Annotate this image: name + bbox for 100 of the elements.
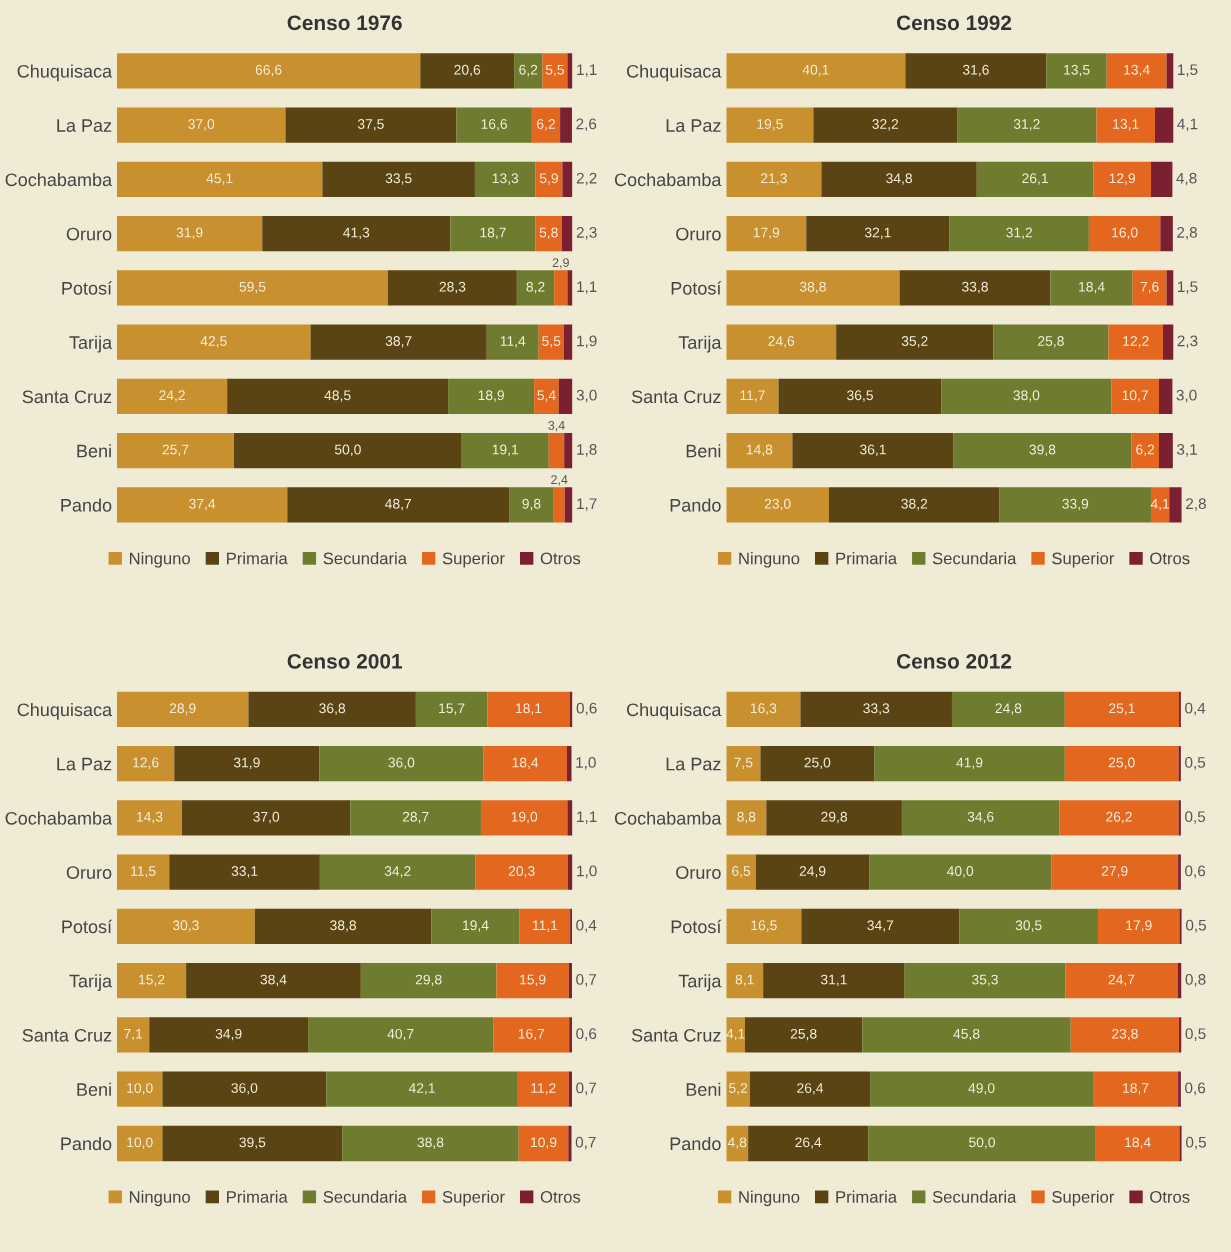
legend-label: Ninguno bbox=[129, 552, 190, 568]
bar bbox=[1093, 1071, 1179, 1107]
bar bbox=[516, 270, 555, 306]
y-tick-label: Santa Cruz bbox=[631, 390, 721, 404]
data-label: 28,3 bbox=[439, 281, 466, 294]
data-label: 0,7 bbox=[576, 974, 597, 987]
data-label: 33,8 bbox=[962, 281, 988, 294]
bar bbox=[1132, 270, 1167, 306]
data-label: 23,0 bbox=[764, 498, 791, 511]
data-label: 18,4 bbox=[1079, 281, 1105, 294]
legend-label: Primaria bbox=[836, 552, 898, 565]
bar bbox=[1046, 53, 1107, 89]
bar bbox=[957, 107, 1097, 143]
bar bbox=[1163, 324, 1174, 360]
data-label: 28,7 bbox=[402, 811, 429, 824]
bar bbox=[517, 1071, 569, 1107]
bar bbox=[874, 746, 1065, 782]
data-label: 1,5 bbox=[1178, 281, 1198, 294]
bar bbox=[1106, 53, 1167, 89]
bar bbox=[553, 487, 565, 523]
bar bbox=[319, 746, 484, 782]
legend-label: Secundaria bbox=[323, 1190, 408, 1203]
bar bbox=[450, 216, 536, 252]
bar bbox=[554, 270, 568, 306]
data-label: 26,2 bbox=[1106, 811, 1132, 824]
data-label: 32,2 bbox=[872, 119, 899, 131]
bar bbox=[763, 963, 905, 999]
data-label: 48,5 bbox=[324, 390, 351, 402]
data-label: 5,9 bbox=[539, 173, 558, 185]
data-label: 19,5 bbox=[757, 119, 783, 131]
data-label: 17,9 bbox=[1126, 920, 1152, 932]
data-label: 6,2 bbox=[1136, 444, 1155, 457]
data-label: 38,0 bbox=[1013, 390, 1040, 402]
bar bbox=[1088, 216, 1161, 252]
y-tick-label: Pando bbox=[61, 498, 112, 512]
bar bbox=[567, 800, 573, 836]
legend-label: Superior bbox=[1052, 552, 1115, 568]
y-tick-label: Beni bbox=[77, 444, 111, 458]
data-label: 36,0 bbox=[388, 757, 415, 770]
data-label: 26,4 bbox=[797, 1083, 824, 1095]
legend-label: Ninguno bbox=[739, 552, 800, 568]
bar bbox=[748, 1125, 869, 1162]
bar bbox=[901, 800, 1060, 836]
data-label: 38,8 bbox=[330, 920, 356, 932]
bar bbox=[487, 691, 570, 728]
data-label: 21,3 bbox=[761, 173, 787, 185]
bar bbox=[248, 691, 416, 728]
bar bbox=[174, 746, 320, 782]
data-label: 36,0 bbox=[231, 1083, 258, 1095]
data-label: 48,7 bbox=[385, 498, 412, 511]
bar bbox=[1095, 1125, 1180, 1162]
y-tick-label: Tarija bbox=[69, 974, 113, 992]
data-label: 1,0 bbox=[577, 865, 597, 879]
data-label: 23,8 bbox=[1112, 1028, 1138, 1041]
bar bbox=[1178, 854, 1181, 890]
bar bbox=[821, 161, 977, 198]
data-label: 42,5 bbox=[200, 336, 227, 348]
bar bbox=[1179, 1017, 1182, 1053]
bar bbox=[227, 378, 449, 415]
bar bbox=[726, 800, 767, 836]
data-label: 0,6 bbox=[1185, 1082, 1206, 1096]
data-label: 4,8 bbox=[1176, 172, 1197, 186]
data-label: 3,4 bbox=[548, 420, 565, 432]
data-label: 42,1 bbox=[408, 1083, 435, 1095]
data-label: 40,0 bbox=[946, 866, 974, 878]
y-tick-label: Cochabamba bbox=[5, 811, 113, 825]
data-label: 25,8 bbox=[1038, 336, 1064, 348]
bar bbox=[1131, 433, 1159, 469]
bar bbox=[461, 433, 549, 469]
data-label: 0,8 bbox=[1185, 974, 1206, 987]
bar bbox=[116, 800, 183, 836]
data-label: 18,7 bbox=[480, 227, 506, 240]
data-label: 59,5 bbox=[239, 281, 266, 294]
bar bbox=[116, 216, 263, 252]
y-tick-label: Beni bbox=[686, 1082, 721, 1096]
legend-label: Primaria bbox=[836, 1190, 898, 1203]
bar bbox=[542, 53, 568, 89]
y-tick-label: Tarija bbox=[678, 974, 722, 992]
data-label: 38,2 bbox=[901, 498, 928, 511]
legend-label: Secundaria bbox=[323, 552, 408, 565]
bar bbox=[726, 854, 756, 890]
data-label: 36,1 bbox=[859, 444, 886, 457]
data-label: 15,2 bbox=[139, 974, 165, 987]
y-tick-label: La Paz bbox=[57, 757, 112, 771]
bar bbox=[726, 324, 837, 360]
y-tick-label: Oruro bbox=[66, 866, 112, 879]
data-label: 2,8 bbox=[1177, 226, 1197, 240]
bar bbox=[1150, 487, 1170, 523]
data-label: 13,4 bbox=[1124, 64, 1150, 77]
bar bbox=[800, 691, 952, 728]
data-label: 31,2 bbox=[1006, 227, 1033, 240]
y-tick-label: Chuquisaca bbox=[17, 702, 113, 720]
data-label: 34,6 bbox=[967, 811, 994, 824]
bar bbox=[1096, 107, 1155, 143]
data-label: 4,1 bbox=[726, 1029, 745, 1041]
data-label: 38,7 bbox=[385, 336, 412, 348]
data-label: 38,4 bbox=[260, 974, 287, 987]
y-tick-label: Cochabamba bbox=[614, 811, 722, 825]
data-label: 0,5 bbox=[1185, 757, 1206, 770]
y-tick-label: Chuquisaca bbox=[627, 702, 722, 720]
